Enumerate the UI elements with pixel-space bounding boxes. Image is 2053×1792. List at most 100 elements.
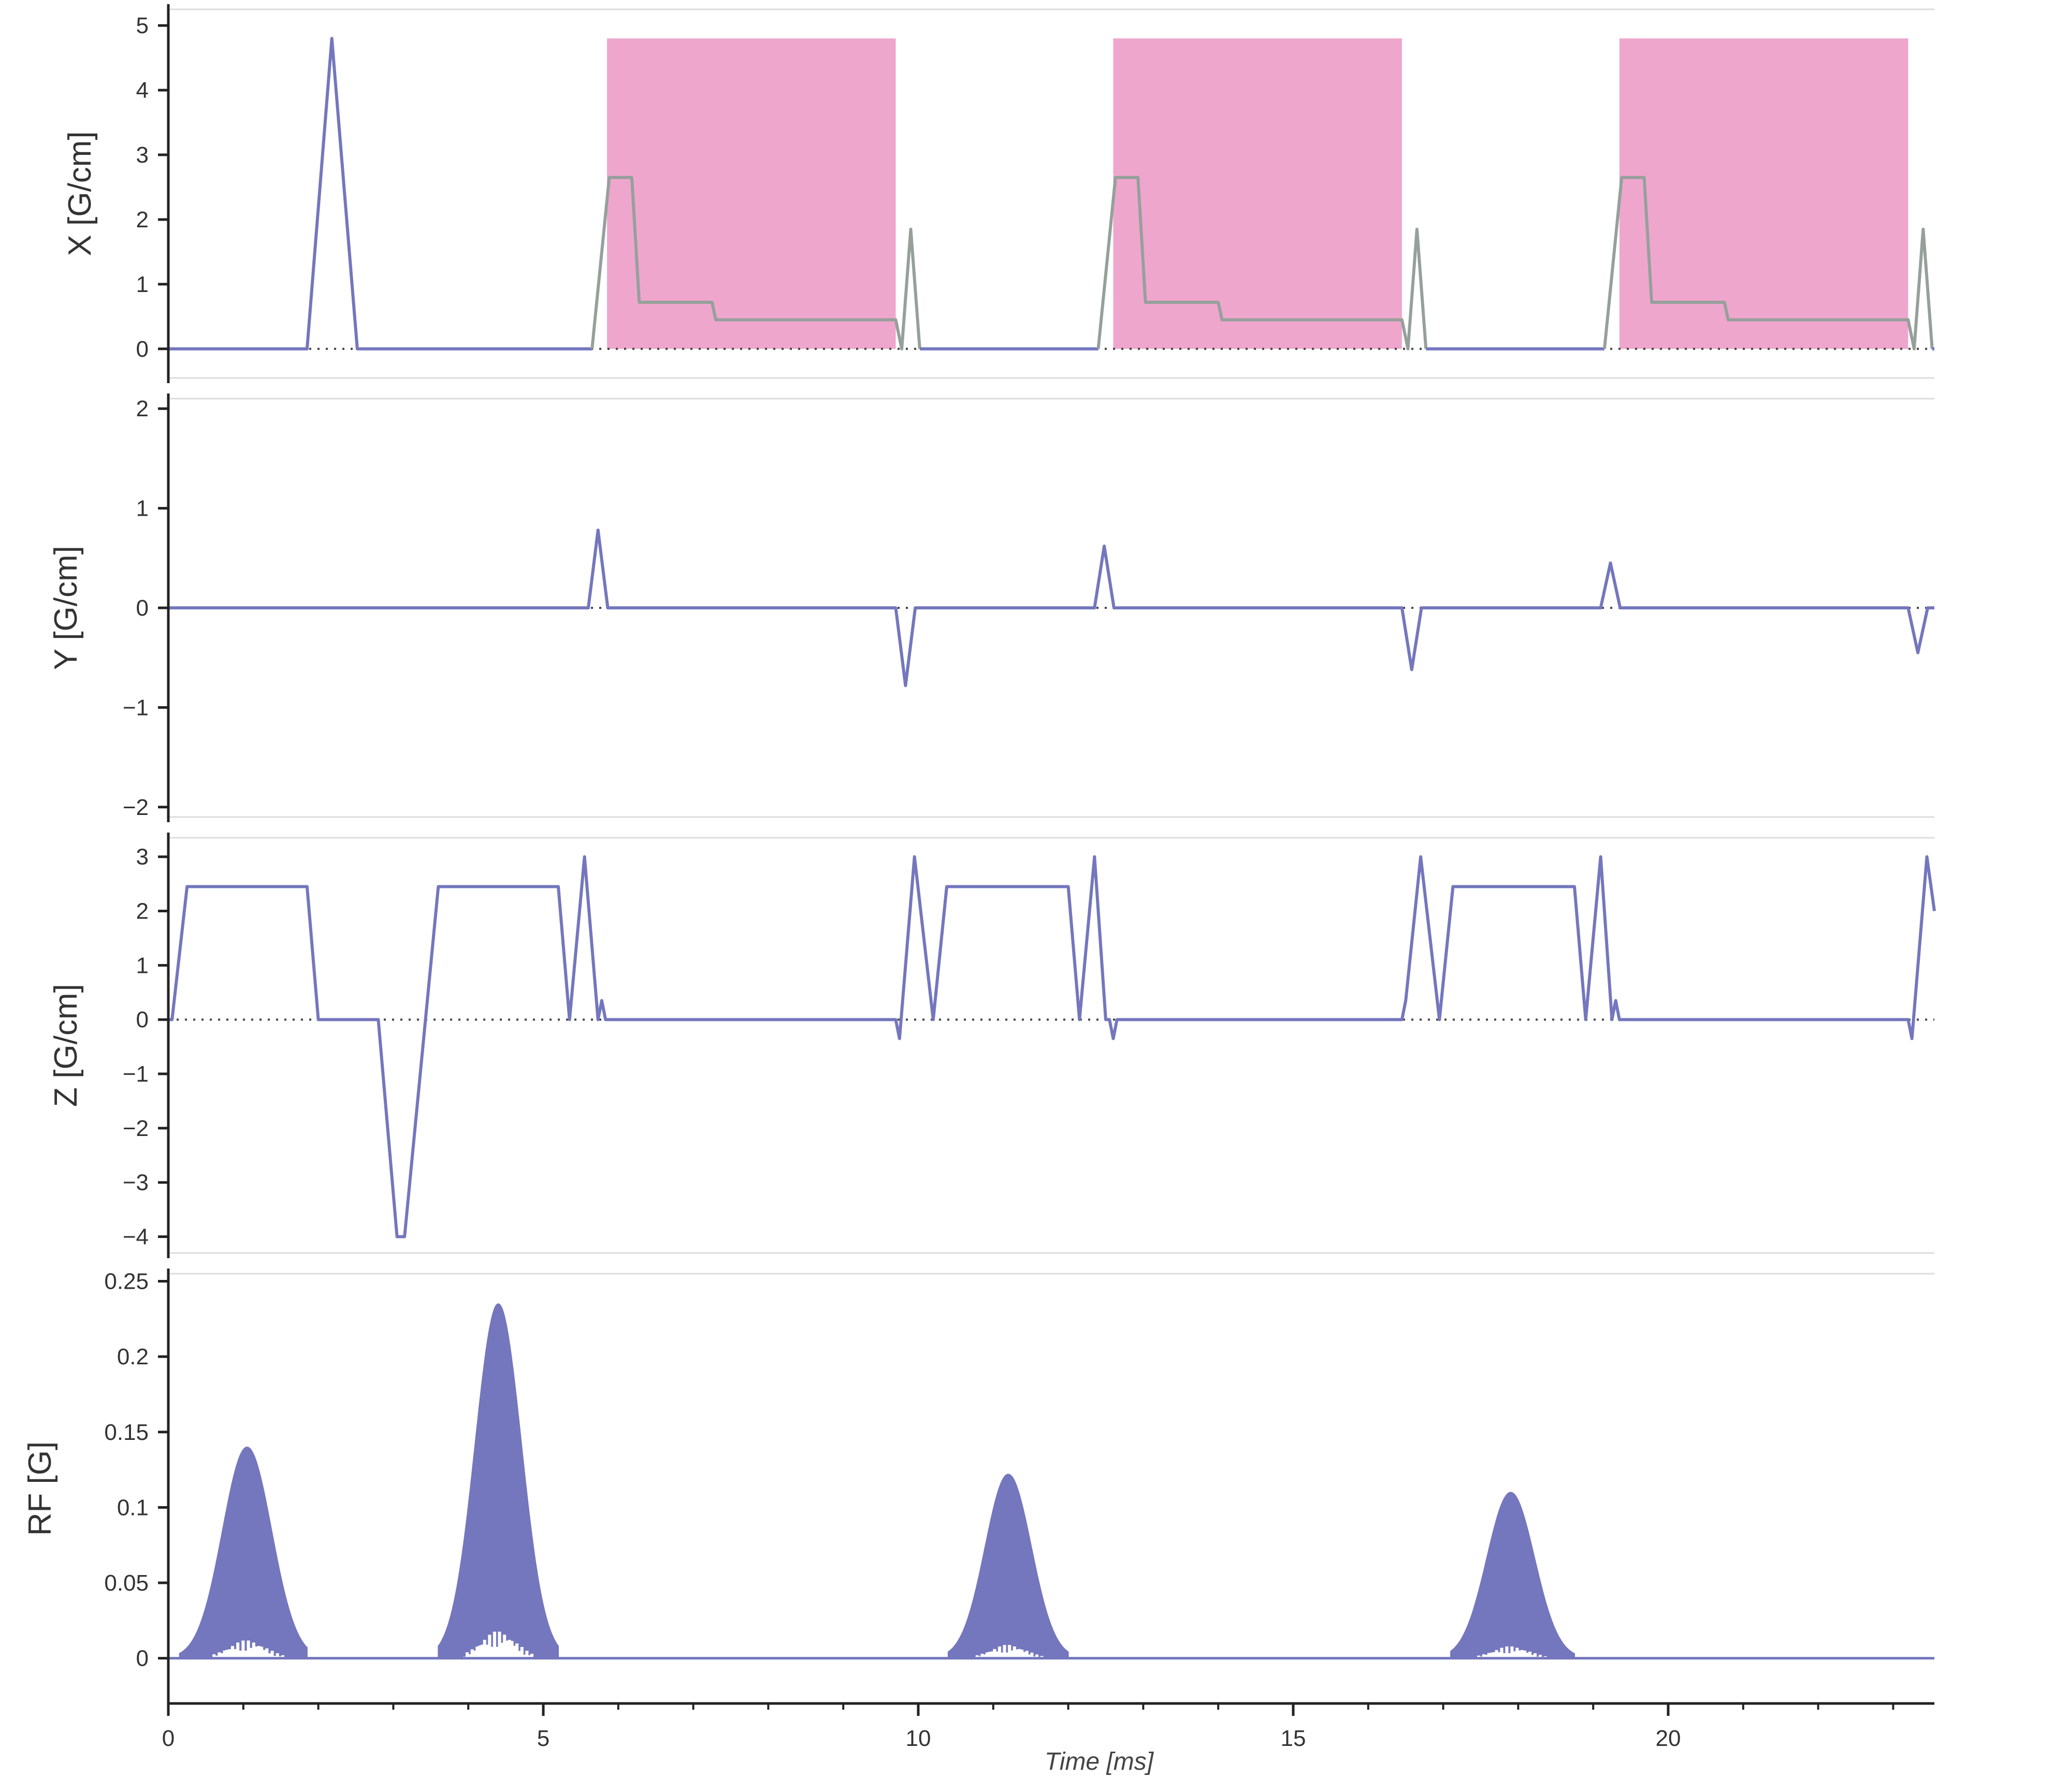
rf-pulse-gap (515, 1643, 519, 1658)
rf-pulse-gap (1500, 1648, 1503, 1658)
rf-pulse-gap (241, 1640, 245, 1658)
rf-pulse-gap (1518, 1650, 1522, 1658)
rf-pulse-gap (490, 1647, 494, 1658)
rf-pulse-gap (1018, 1649, 1021, 1658)
rf-pulse-gap (1000, 1652, 1004, 1658)
y-tick-label: 0.15 (104, 1420, 149, 1445)
y-axis-title: Z [G/cm] (48, 984, 84, 1107)
rf-pulse (179, 1447, 308, 1659)
rf-pulse-gap (975, 1655, 979, 1658)
y-tick-label: 0.25 (104, 1269, 149, 1294)
rf-pulse-gap (498, 1631, 501, 1658)
rf-pulse-gap (281, 1655, 284, 1658)
rf-pulse-gap (470, 1649, 474, 1658)
rf-pulse-gap (249, 1648, 253, 1658)
rf-pulse-gap (1010, 1650, 1014, 1658)
rf-pulse-gap (1015, 1649, 1019, 1658)
rf-pulse-gap (230, 1645, 234, 1658)
rf-pulse-gap (513, 1645, 516, 1658)
rf-pulse-gap (983, 1654, 987, 1658)
y-tick-label: −1 (123, 695, 149, 720)
rf-pulse-gap (1484, 1655, 1488, 1658)
rf-pulse-gap (473, 1650, 476, 1658)
rf-pulse-gap (520, 1647, 524, 1658)
rf-pulse-gap (218, 1652, 221, 1658)
x-tick-label: 15 (1280, 1726, 1306, 1751)
rf-pulse-gap (276, 1653, 279, 1658)
y-tick-label: 2 (136, 207, 149, 232)
rf-pulse-gap (244, 1650, 248, 1658)
rf-pulse-gap (254, 1646, 258, 1658)
y-tick-label: −2 (123, 1116, 149, 1141)
y-tick-label: −2 (123, 795, 149, 820)
rf-pulse-gap (500, 1642, 504, 1658)
rf-pulse-gap (1505, 1646, 1509, 1658)
y-tick-label: 0 (136, 1007, 149, 1032)
rf-pulse-gap (1515, 1648, 1519, 1658)
rf-pulse-gap (988, 1652, 991, 1658)
rf-pulse-gap (239, 1650, 242, 1658)
rf-pulse-gap (234, 1649, 237, 1658)
x-tick-label: 0 (162, 1726, 175, 1751)
rf-pulse-gap (1477, 1655, 1480, 1658)
rf-pulse-gap (997, 1646, 1001, 1658)
y-tick-label: 0 (136, 1646, 149, 1671)
y-tick-label: −3 (123, 1170, 149, 1196)
x-tick-label: 10 (906, 1726, 931, 1751)
x-tick-label: 20 (1655, 1726, 1681, 1751)
y-tick-label: −4 (123, 1225, 149, 1250)
readout-gradient-trace (590, 176, 921, 351)
rf-pulse-gap (505, 1640, 509, 1658)
rf-pulse-gap (270, 1651, 274, 1658)
rf-pulse-gap (1487, 1653, 1491, 1658)
rf-pulse-gap (503, 1635, 507, 1658)
rf-pulse-gap (1003, 1644, 1006, 1658)
y-tick-label: 1 (136, 496, 149, 521)
rf-pulse-gap (466, 1652, 469, 1658)
rf-pulse-gap (1508, 1653, 1511, 1658)
rf-pulse-gap (1521, 1650, 1524, 1658)
rf-pulse-gap (1495, 1650, 1498, 1658)
rf-pulse-gap (488, 1635, 491, 1658)
gradient-trace (168, 855, 1936, 1239)
rf-pulse-gap (1492, 1652, 1496, 1658)
y-axis-title: RF [G] (22, 1441, 58, 1536)
rf-pulse-gap (468, 1654, 471, 1658)
rf-pulse-gap (1523, 1650, 1527, 1658)
rf-pulse-gap (1502, 1653, 1506, 1658)
rf-pulse-gap (478, 1645, 482, 1658)
readout-window-band (1113, 38, 1402, 349)
rf-pulse-gap (265, 1648, 269, 1658)
rf-pulse-gap (475, 1647, 479, 1658)
y-tick-label: 5 (136, 13, 149, 38)
y-gradient-panel: −2 −1 0 1 2 Y [G/cm] (48, 394, 1934, 822)
rf-pulse-gap (1005, 1652, 1009, 1658)
rf-pulse-gap (530, 1654, 533, 1658)
rf-pulse-gap (1013, 1646, 1016, 1658)
rf-pulse-gap (236, 1642, 240, 1658)
rf-pulse-gap (220, 1653, 224, 1658)
rf-pulse-gap (485, 1644, 489, 1658)
rf-pulse-gap (1030, 1652, 1034, 1658)
rf-pulse-gap (1513, 1651, 1516, 1658)
rf-pulse-gap (980, 1654, 984, 1658)
rf-pulse-gap (223, 1650, 226, 1658)
rf-pulse (438, 1303, 559, 1659)
rf-pulse-gap (508, 1640, 511, 1658)
rf-pulse-gap (483, 1640, 486, 1658)
y-tick-label: 0.05 (104, 1570, 149, 1596)
y-tick-label: 0 (136, 337, 149, 362)
rf-pulse-gap (1008, 1644, 1011, 1658)
rf-pulse-gap (1538, 1655, 1542, 1658)
time-axis-title: Time [ms] (1045, 1748, 1154, 1775)
y-tick-label: 0 (136, 595, 149, 621)
y-tick-label: 2 (136, 396, 149, 421)
time-axis: 0 5 10 15 20 (162, 1702, 1934, 1751)
rf-pulse-gap (985, 1652, 989, 1658)
rf-pulse-gap (517, 1651, 521, 1658)
x-tick-label: 5 (537, 1726, 550, 1751)
rf-pulse (1450, 1492, 1575, 1659)
y-tick-label: 4 (136, 78, 149, 103)
rf-pulse-gap (1528, 1651, 1532, 1658)
